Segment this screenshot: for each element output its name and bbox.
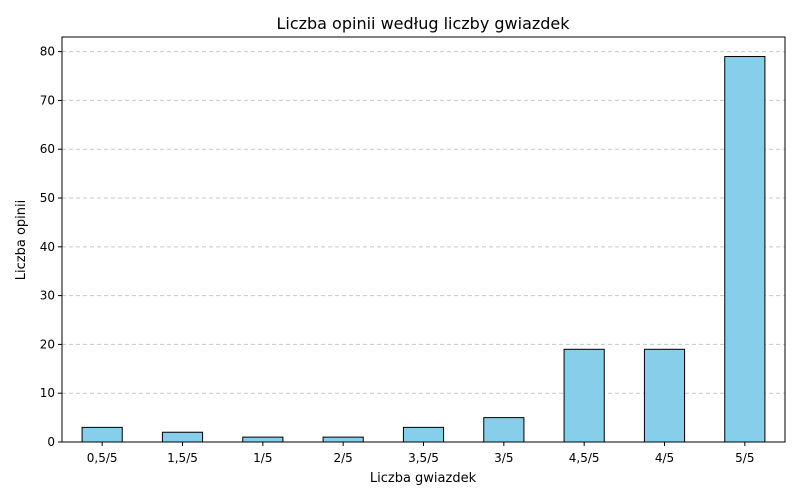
bar-4	[322, 436, 364, 443]
x-tick-label: 4/5	[655, 451, 674, 465]
bar-5	[402, 426, 445, 443]
x-tick-label: 2/5	[334, 451, 353, 465]
bar-3	[242, 436, 284, 443]
bars	[81, 56, 766, 443]
y-tick-label: 20	[40, 337, 55, 351]
x-tick-label: 1,5/5	[167, 451, 198, 465]
x-tick-label: 0,5/5	[87, 451, 118, 465]
x-tick-label: 1/5	[253, 451, 272, 465]
x-tick-label: 4,5/5	[569, 451, 600, 465]
x-axis-ticks: 0,5/5 1,5/5 1/5 2/5 3,5/5 3/5 4,5/5 4/5 5/5	[87, 442, 754, 465]
x-tick-label: 3,5/5	[408, 451, 439, 465]
y-axis-ticks: 0 10 20 30 40 50 60 70 80	[40, 45, 62, 449]
chart-title: Liczba opinii według liczby gwiazdek	[276, 14, 570, 33]
y-tick-label: 30	[40, 289, 55, 303]
x-tick-label: 5/5	[735, 451, 754, 465]
bar-6	[483, 417, 525, 443]
bar-2	[161, 431, 204, 443]
bar-7	[563, 348, 605, 443]
x-tick-label: 3/5	[494, 451, 513, 465]
y-tick-label: 80	[40, 45, 55, 59]
y-axis-title: Liczba opinii	[14, 200, 29, 280]
y-tick-label: 70	[40, 93, 55, 107]
y-tick-label: 10	[40, 386, 55, 400]
y-tick-label: 0	[47, 435, 55, 449]
bar-8	[643, 348, 686, 443]
bar-1	[81, 426, 123, 443]
x-axis-title: Liczba gwiazdek	[370, 471, 477, 486]
y-tick-label: 60	[40, 142, 55, 156]
y-tick-label: 50	[40, 191, 55, 205]
bar-9	[724, 56, 766, 443]
y-tick-label: 40	[40, 240, 55, 254]
